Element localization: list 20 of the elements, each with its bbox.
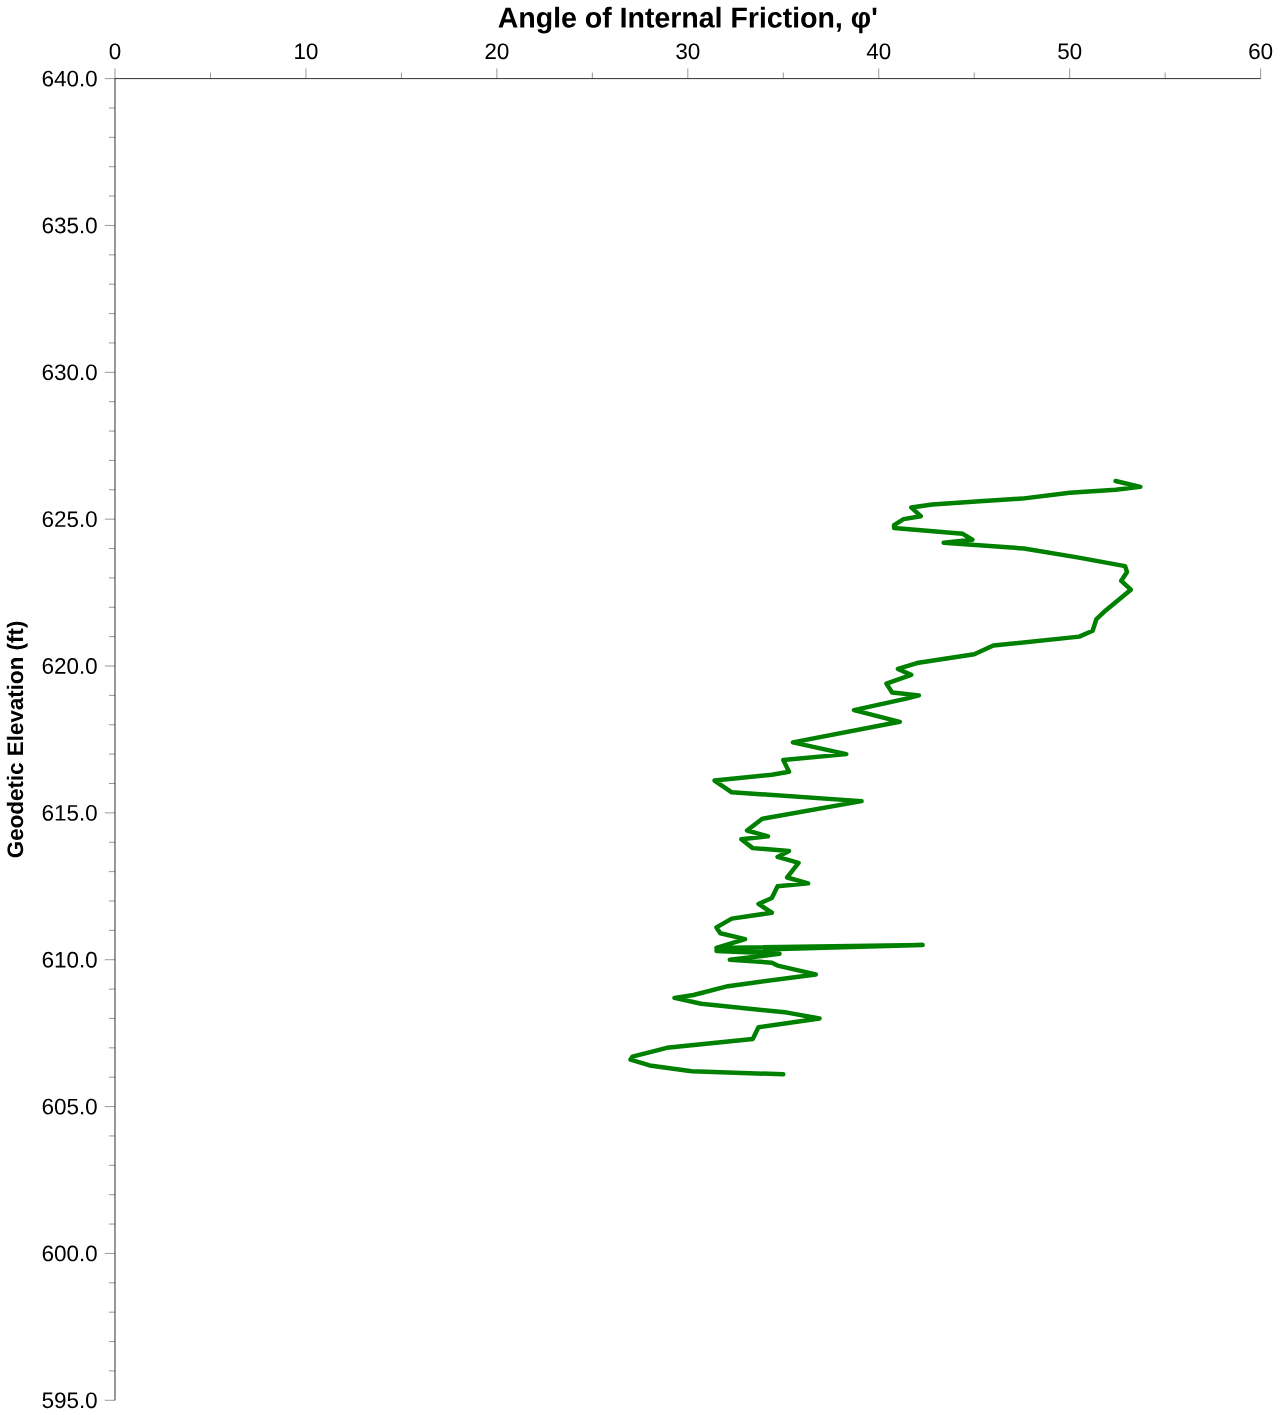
x-tick-label: 50 <box>1058 43 1082 60</box>
y-tick-label: 600.0 <box>42 1245 97 1262</box>
y-tick-label: 625.0 <box>42 511 97 528</box>
x-tick-label: 20 <box>485 43 509 60</box>
x-axis-title: Angle of Internal Friction, φ' <box>498 6 877 34</box>
x-tick-label: 0 <box>109 43 121 60</box>
y-tick-label: 620.0 <box>42 658 97 674</box>
x-tick-label: 30 <box>676 43 700 60</box>
y-tick-label: 615.0 <box>42 804 97 821</box>
y-tick-label: 605.0 <box>42 1098 97 1115</box>
y-tick-label: 595.0 <box>42 1392 97 1409</box>
y-tick-label: 630.0 <box>42 364 97 381</box>
y-tick-label: 635.0 <box>42 217 97 234</box>
x-tick-label: 10 <box>295 43 318 60</box>
x-tick-label: 40 <box>866 43 891 60</box>
y-axis-title: Geodetic Elevation (ft) <box>6 621 28 858</box>
x-tick-label: 60 <box>1249 43 1273 60</box>
line-series <box>628 478 1143 1077</box>
y-tick-label: 610.0 <box>42 951 97 968</box>
y-tick-label: 640.0 <box>42 70 97 87</box>
